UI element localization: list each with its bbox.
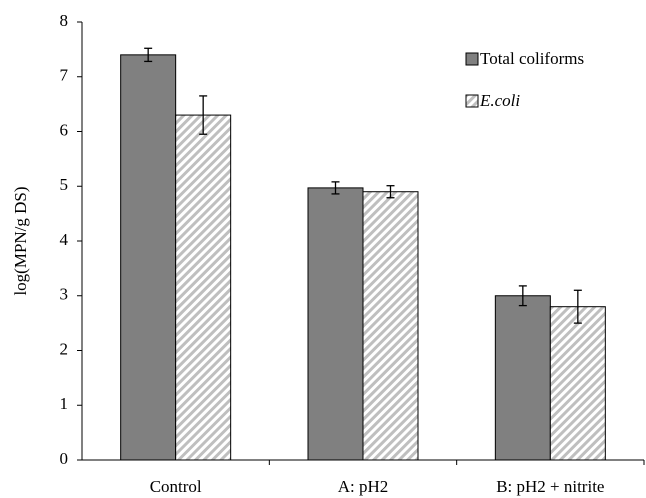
- y-tick-label: 5: [60, 175, 69, 194]
- y-tick-label: 8: [60, 11, 69, 30]
- bar: [307, 187, 364, 461]
- y-tick-label: 1: [60, 394, 69, 413]
- legend-label: Total coliforms: [480, 49, 584, 68]
- error-bar: [518, 285, 527, 307]
- x-tick-label: B: pH2 + nitrite: [496, 477, 604, 496]
- legend-swatch: [465, 94, 479, 108]
- y-tick-label: 6: [60, 120, 69, 139]
- bar: [362, 191, 419, 461]
- bar: [120, 54, 177, 461]
- error-bar: [386, 185, 395, 199]
- x-tick-label: Control: [150, 477, 202, 496]
- y-tick-label: 7: [60, 66, 69, 85]
- error-bar: [331, 181, 340, 195]
- error-bar: [573, 289, 582, 324]
- bar: [549, 306, 606, 461]
- legend-swatch: [465, 52, 479, 66]
- error-bar: [199, 95, 208, 135]
- y-tick-label: 3: [60, 285, 69, 304]
- bar: [494, 295, 551, 461]
- legend-label: E.coli: [479, 91, 520, 110]
- y-tick-label: 4: [60, 230, 69, 249]
- x-tick-label: A: pH2: [338, 477, 389, 496]
- y-tick-label: 0: [60, 449, 69, 468]
- error-bar: [144, 47, 153, 63]
- y-tick-label: 2: [60, 339, 69, 358]
- y-axis-label: log(MPN/g DS): [11, 186, 30, 295]
- bar: [175, 114, 232, 461]
